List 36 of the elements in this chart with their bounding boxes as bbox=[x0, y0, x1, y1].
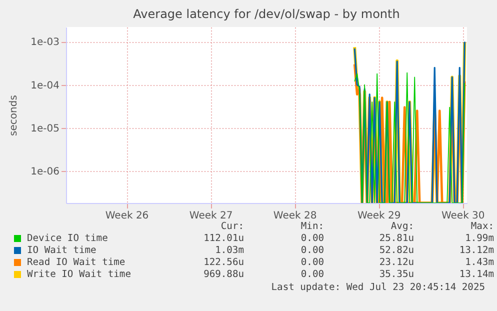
y-tick-label: 1e-05 bbox=[30, 123, 60, 134]
text: 35.35u bbox=[378, 269, 414, 281]
x-tick-label: Week 26 bbox=[105, 210, 149, 222]
legend-label: Device IO time bbox=[26, 233, 109, 245]
text: 969.88u bbox=[202, 269, 244, 281]
text: 112.01u bbox=[202, 233, 244, 245]
legend-label: Write IO Wait time bbox=[26, 269, 132, 281]
y-axis-title: seconds bbox=[8, 95, 20, 136]
text: 0.00 bbox=[300, 233, 324, 245]
chart-title: Average latency for /dev/ol/swap - by month bbox=[133, 7, 400, 21]
text: Cur: bbox=[220, 221, 244, 233]
y-tick-label: 1e-04 bbox=[30, 80, 60, 92]
x-tick-label: Week 30 bbox=[441, 210, 485, 222]
y-tick-label: 1e-06 bbox=[30, 166, 60, 178]
text: 0.00 bbox=[300, 257, 324, 269]
text: Last update: Wed Jul 23 20:45:14 2025 bbox=[271, 282, 485, 293]
text: 25.81u bbox=[378, 233, 414, 245]
text: 1.99m bbox=[464, 233, 494, 245]
text: Min: bbox=[300, 221, 324, 233]
x-tick-label: Week 29 bbox=[357, 210, 401, 222]
text: 23.12u bbox=[378, 257, 414, 269]
text: 0.00 bbox=[300, 269, 324, 281]
legend-label: Read IO Wait time bbox=[26, 257, 126, 269]
text: 13.12m bbox=[458, 245, 494, 257]
text: 52.82u bbox=[378, 245, 414, 257]
text: 1.03m bbox=[214, 245, 244, 257]
x-tick-label: Week 27 bbox=[189, 210, 233, 222]
text: Avg: bbox=[390, 221, 414, 233]
x-tick-label: Week 28 bbox=[273, 210, 317, 222]
text: 122.56u bbox=[202, 257, 244, 269]
text: 0.00 bbox=[300, 245, 324, 257]
y-tick-label: 1e-03 bbox=[30, 37, 60, 48]
text: 13.14m bbox=[458, 269, 494, 281]
text: Max: bbox=[470, 221, 494, 233]
legend-label: IO Wait time bbox=[26, 245, 98, 257]
text: 1.43m bbox=[464, 257, 494, 269]
